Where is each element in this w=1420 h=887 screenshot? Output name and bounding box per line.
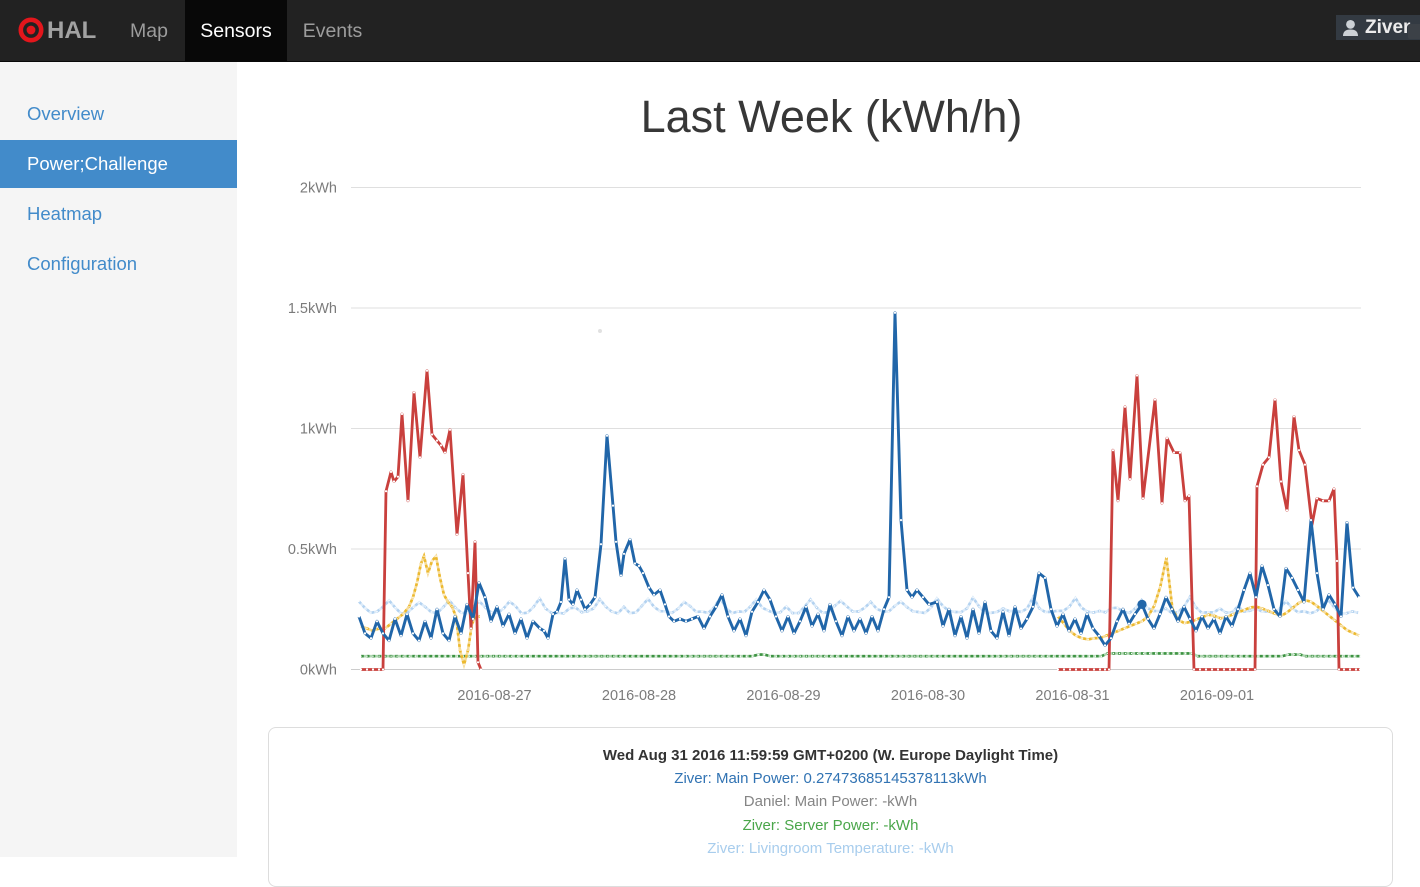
svg-text:2016-08-31: 2016-08-31 xyxy=(1035,688,1109,704)
svg-text:1kWh: 1kWh xyxy=(300,422,337,438)
svg-text:2016-08-29: 2016-08-29 xyxy=(746,688,820,704)
svg-text:0kWh: 0kWh xyxy=(300,663,337,679)
svg-text:1.5kWh: 1.5kWh xyxy=(288,301,337,317)
svg-text:0.5kWh: 0.5kWh xyxy=(288,542,337,558)
svg-text:2016-08-27: 2016-08-27 xyxy=(457,688,531,704)
svg-text:2016-08-28: 2016-08-28 xyxy=(602,688,676,704)
svg-text:2016-08-30: 2016-08-30 xyxy=(891,688,965,704)
svg-text:2016-09-01: 2016-09-01 xyxy=(1180,688,1254,704)
svg-text:2kWh: 2kWh xyxy=(300,181,337,197)
